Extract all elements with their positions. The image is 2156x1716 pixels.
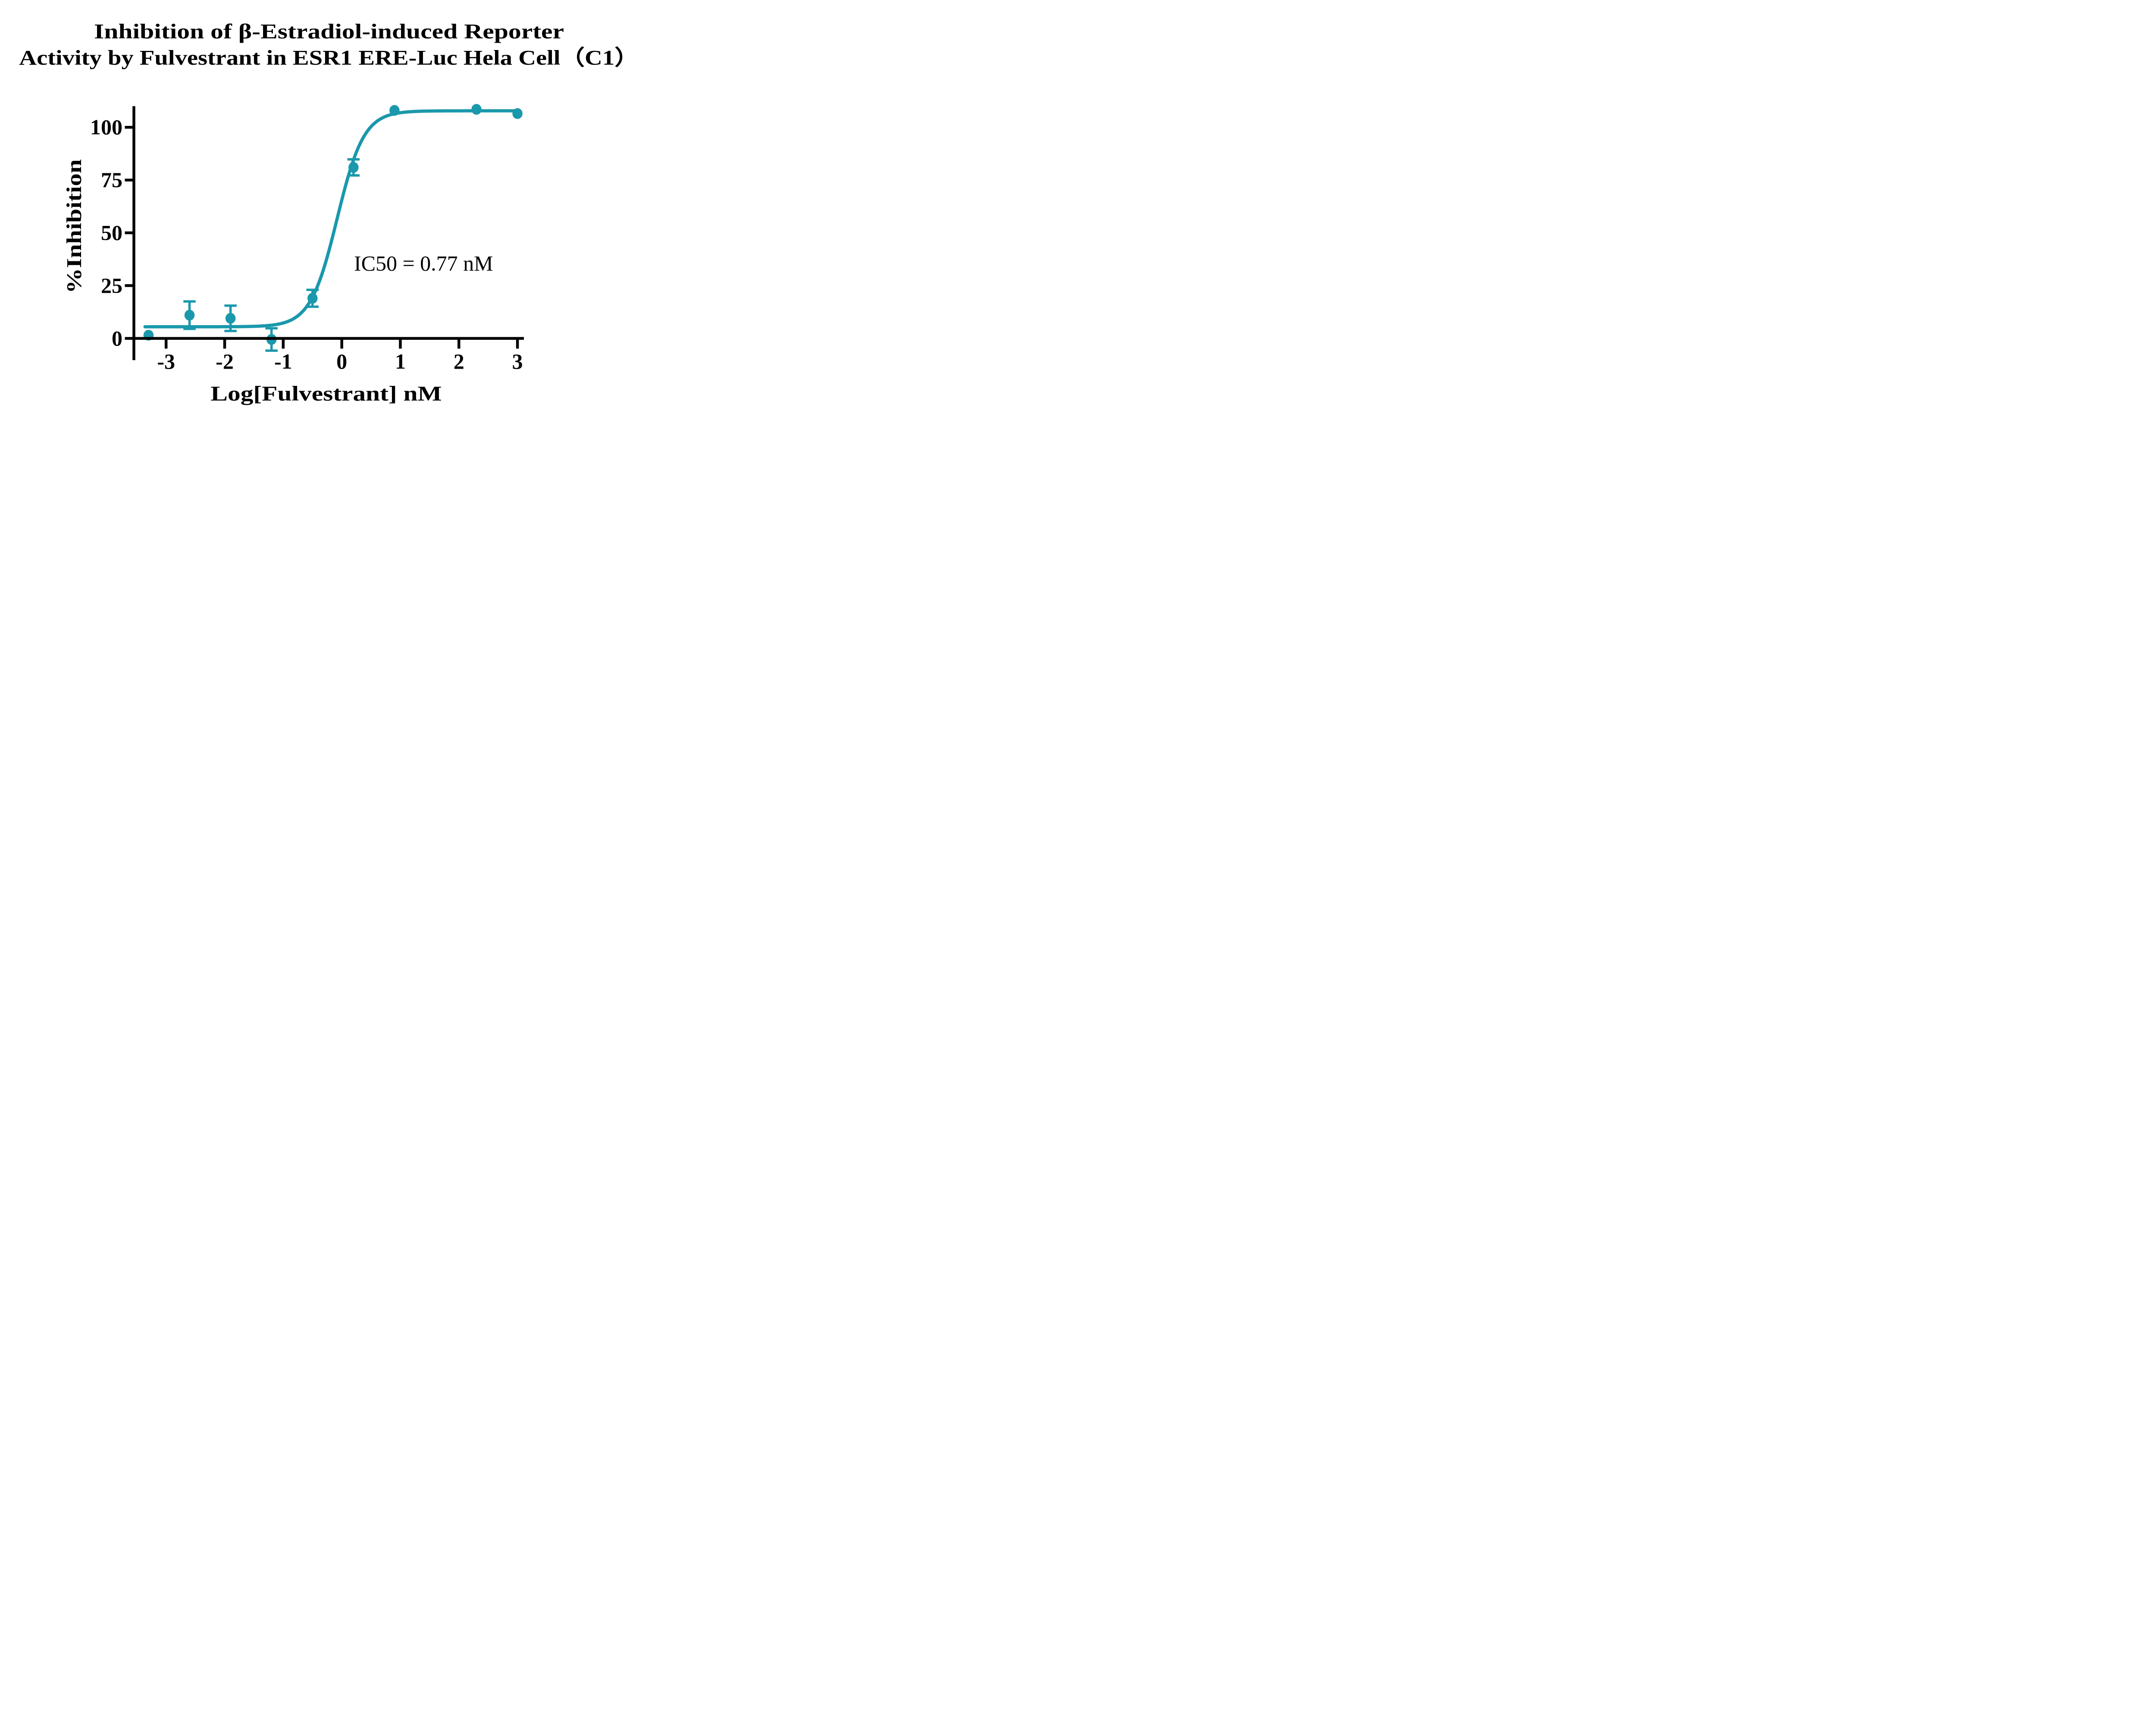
data-point xyxy=(348,162,359,173)
chart-title-line1: Inhibition of β-Estradiol-induced Report… xyxy=(94,19,564,43)
y-tick-label: 75 xyxy=(101,168,122,192)
data-point xyxy=(471,104,482,115)
x-tick-label: -1 xyxy=(274,349,292,373)
ic50-annotation: IC50 = 0.77 nM xyxy=(354,251,493,276)
chart-title-line2: Activity by Fulvestrant in ESR1 ERE-Luc … xyxy=(19,46,639,69)
data-point xyxy=(389,105,400,116)
figure-page: Inhibition of β-Estradiol-induced Report… xyxy=(0,0,648,429)
y-tick-label: 50 xyxy=(101,221,122,245)
data-point xyxy=(512,108,523,119)
x-tick-label: 3 xyxy=(512,349,523,373)
x-tick-label: -2 xyxy=(216,349,234,373)
plot-area: -3 -2 -1 0 1 2 3 0 25 50 75 100 xyxy=(90,104,524,373)
x-tick-label: 2 xyxy=(454,349,464,373)
y-tick-label: 25 xyxy=(101,273,122,297)
dose-response-chart: Inhibition of β-Estradiol-induced Report… xyxy=(19,19,639,405)
y-tick-label: 0 xyxy=(112,326,122,350)
x-tick-label: 0 xyxy=(336,349,347,373)
x-tick-label: -3 xyxy=(157,349,175,373)
x-tick-label: 1 xyxy=(395,349,406,373)
data-point xyxy=(225,313,236,324)
x-axis-title: Log[Fulvestrant] nM xyxy=(210,382,442,405)
y-tick-label: 100 xyxy=(90,115,122,139)
data-point xyxy=(184,310,195,321)
fit-curve xyxy=(143,109,517,329)
y-axis-title: %Inhibition xyxy=(62,159,86,293)
data-point xyxy=(307,293,318,304)
